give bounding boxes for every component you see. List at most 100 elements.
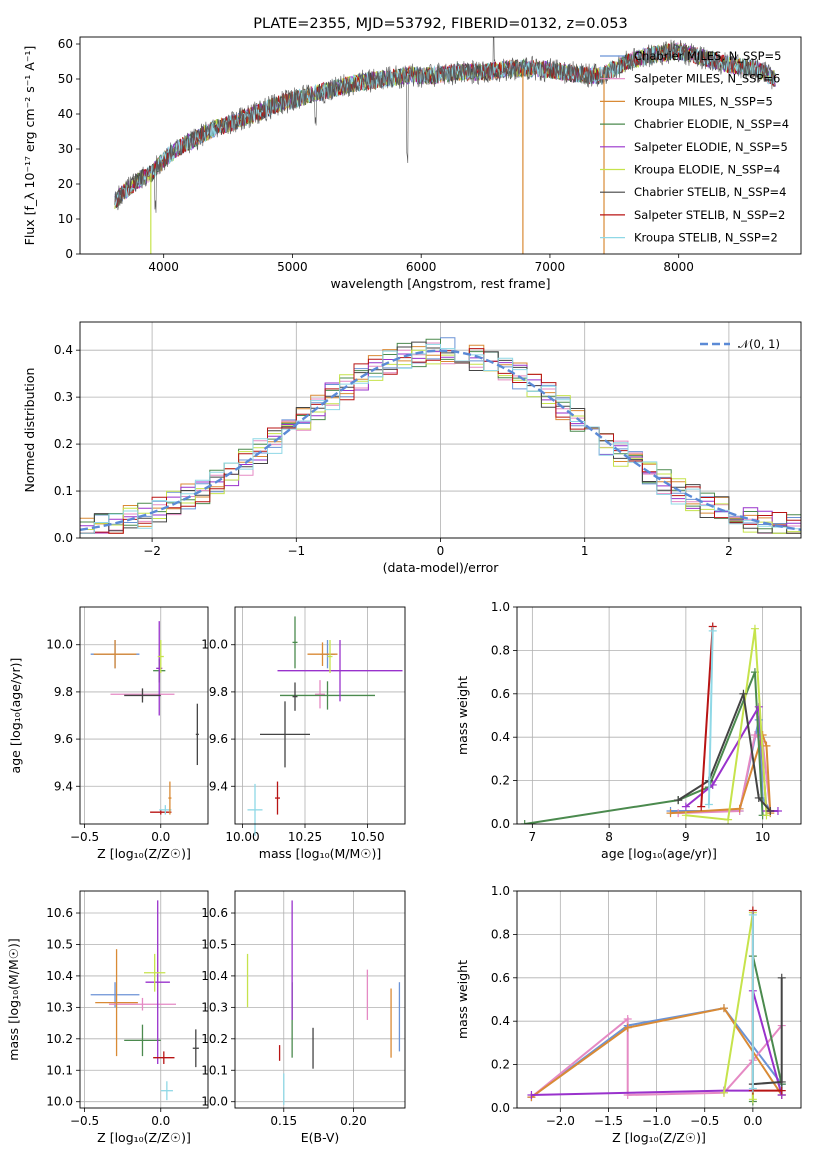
weight-marker (681, 811, 690, 820)
weight-marker (773, 806, 782, 815)
y-tick-label: 10.5 (201, 937, 228, 951)
y-tick-label: 1.0 (491, 600, 510, 614)
chart-age-vs-z: −0.5 0.0 9.4 9.6 9.8 10.0 Z [log₁₀(Z/Z☉)] age [… (8, 606, 209, 861)
x-tick-label: −1.5 (594, 1114, 623, 1128)
weight-marker (735, 804, 744, 813)
errorbar-point (275, 781, 280, 815)
weight-marker (704, 800, 713, 809)
y-axis-label: Normed distribution (22, 368, 37, 493)
errorbar-point (292, 682, 298, 711)
errorbar-point (145, 900, 170, 1064)
y-axis-label: mass weight (455, 960, 470, 1039)
y-tick-label: 0.6 (491, 971, 510, 985)
weight-marker (520, 820, 529, 824)
y-tick-label: 9.4 (54, 779, 73, 793)
errorbar-point (124, 688, 161, 703)
x-tick-label: 4000 (148, 260, 179, 274)
x-tick-label: −1.0 (642, 1114, 671, 1128)
errorbar-point (124, 1024, 161, 1057)
y-tick-label: 0.8 (491, 643, 510, 657)
x-tick-label: 0.15 (270, 1114, 297, 1128)
weight-marker (697, 802, 706, 811)
x-axis-label: Z [log₁₀(Z/Z☉)] (97, 1130, 191, 1145)
weight-marker (766, 806, 775, 815)
y-axis-label: mass weight (455, 676, 470, 755)
y-axis-label: mass [log₁₀(M/M☉)] (6, 938, 21, 1060)
errorbar-points (90, 621, 199, 815)
y-tick-label: 10.1 (46, 1063, 73, 1077)
weight-marker (719, 1088, 728, 1097)
weight-marker (708, 626, 717, 635)
x-axis-label: wavelength [Angstrom, rest frame] (330, 276, 550, 291)
errorbar-points (90, 900, 199, 1101)
x-axis-label: mass [log₁₀(M/M☉)] (259, 846, 381, 861)
y-tick-label: 10.2 (46, 1032, 73, 1046)
x-tick-label: 5000 (277, 260, 308, 274)
weight-marker (527, 1090, 536, 1099)
chart-massweight-vs-z: −2.0 −1.5 −1.0 −0.5 0.0 0.0 0.2 0.4 0.6 0.8 1.0 Z [… (455, 884, 802, 1145)
weight-marker (762, 811, 771, 820)
errorbar-points (246, 900, 401, 1105)
x-tick-label: −0.5 (70, 1114, 99, 1128)
chart-spectrum: 4000 5000 6000 7000 8000 0 10 20 30 40 50 60 wavelen… (22, 16, 802, 291)
y-tick-label: 9.6 (209, 732, 228, 746)
weight-series-line (524, 671, 764, 824)
normal-curve (80, 349, 801, 531)
y-tick-label: 0.8 (491, 927, 510, 941)
x-axis-label: (data-model)/error (383, 560, 500, 575)
errorbar-point (93, 640, 137, 669)
y-tick-label: 10.5 (46, 937, 73, 951)
axes-frame (79, 606, 209, 825)
y-tick-label: 10.4 (46, 969, 73, 983)
axes-frame (234, 606, 406, 825)
y-axis-label: age [log₁₀(age/yr)] (8, 658, 23, 774)
chart-residual-histogram: −2 −1 0 1 2 0.0 0.1 0.2 0.3 0.4 (data-model)/error… (22, 321, 802, 575)
weight-marker (748, 910, 757, 919)
y-tick-label: 0.0 (54, 531, 73, 545)
axes-frame (516, 606, 802, 825)
chart-age-vs-mass: 10.00 10.25 10.50 9.4 9.6 9.8 10.0 mass [log₁₀(… (201, 606, 406, 861)
legend: 𝒩(0, 1) (700, 337, 780, 351)
y-tick-label: 10.6 (46, 906, 73, 920)
chart-massweight-vs-age: 7 8 9 10 0.0 0.2 0.4 0.6 0.8 1.0 age [log₁₀(age/yr… (455, 600, 802, 861)
errorbar-point (95, 949, 138, 1057)
errorbar-point (280, 681, 375, 710)
histogram-series (80, 343, 801, 534)
weight-marker (719, 1004, 728, 1013)
x-tick-label: 1 (581, 544, 589, 558)
y-tick-label: 30 (58, 142, 73, 156)
errorbar-point (153, 1051, 175, 1064)
x-axis-label: Z [log₁₀(Z/Z☉)] (612, 1130, 706, 1145)
y-tick-label: 10.0 (46, 638, 73, 652)
y-tick-label: 0 (65, 247, 73, 261)
x-tick-label: −2.0 (546, 1114, 575, 1128)
y-tick-label: 9.8 (54, 685, 73, 699)
weight-marker (739, 689, 748, 698)
legend-entry: Salpeter MILES, N_SSP=6 (634, 72, 780, 86)
y-tick-label: 10 (58, 212, 73, 226)
x-axis-label: Z [log₁₀(Z/Z☉)] (97, 846, 191, 861)
y-tick-label: 0.3 (54, 390, 73, 404)
weight-marker (674, 796, 683, 805)
legend: Chabrier MILES, N_SSP=5 Salpeter MILES, N… (600, 49, 789, 245)
legend-entry: 𝒩(0, 1) (738, 337, 780, 351)
x-tick-label: 10.00 (225, 830, 259, 844)
x-axis-label: age [log₁₀(age/yr)] (601, 846, 717, 861)
x-tick-label: 10.50 (350, 830, 384, 844)
weight-series-line (707, 630, 714, 805)
y-tick-label: 10.1 (201, 1063, 228, 1077)
x-tick-label: 6000 (406, 260, 437, 274)
x-tick-label: 7000 (535, 260, 566, 274)
errorbar-point (157, 640, 164, 674)
y-tick-label: 0.2 (491, 774, 510, 788)
y-tick-label: 9.8 (209, 685, 228, 699)
y-tick-label: 60 (58, 37, 73, 51)
y-tick-label: 10.4 (201, 969, 228, 983)
y-tick-label: 0.0 (491, 817, 510, 831)
axes-frame (79, 890, 209, 1109)
errorbar-point (327, 640, 333, 674)
x-tick-label: −0.5 (690, 1114, 719, 1128)
legend-entry: Chabrier STELIB, N_SSP=4 (634, 185, 786, 199)
y-tick-label: 50 (58, 72, 73, 86)
